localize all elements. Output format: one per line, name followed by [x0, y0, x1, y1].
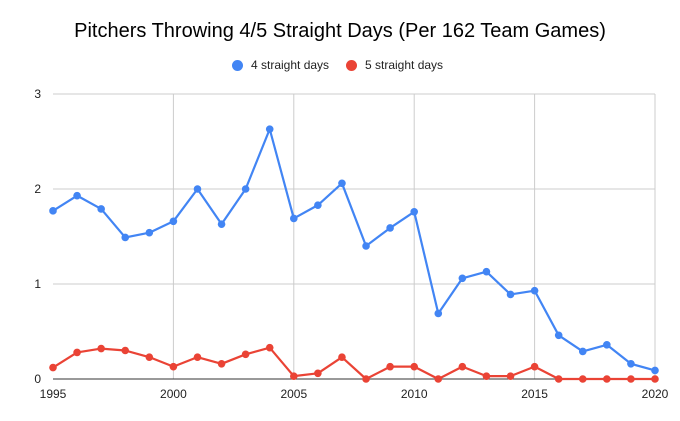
data-point	[97, 344, 105, 353]
data-point	[217, 360, 226, 368]
data-point	[265, 343, 274, 352]
data-point	[193, 185, 202, 193]
data-point	[338, 353, 346, 361]
data-point	[603, 341, 611, 349]
data-point	[482, 372, 491, 380]
data-point	[217, 220, 226, 228]
data-point	[241, 350, 250, 359]
data-point	[169, 217, 178, 226]
series-line-5-straight-days	[52, 346, 655, 381]
data-point	[290, 214, 298, 223]
data-point	[362, 242, 370, 250]
data-point	[121, 233, 130, 242]
x-tick-label: 2015	[521, 387, 548, 401]
data-point	[651, 366, 659, 375]
legend-marker-icon	[346, 59, 357, 71]
x-tick-label: 2020	[642, 387, 669, 401]
data-point	[651, 375, 659, 383]
data-point	[169, 362, 178, 371]
legend-label: 4 straight days	[251, 58, 330, 72]
x-tick-label: 2000	[160, 387, 187, 401]
data-point	[554, 331, 563, 340]
data-point	[338, 179, 346, 188]
data-point	[73, 191, 81, 200]
data-point	[314, 369, 322, 378]
data-point	[386, 224, 394, 232]
data-point	[603, 375, 611, 383]
data-point	[578, 347, 587, 356]
data-point	[193, 353, 202, 361]
x-tick-label: 2010	[401, 387, 428, 401]
data-point	[49, 363, 57, 372]
legend-item-5-straight-days[interactable]: 5 straight days	[346, 58, 443, 72]
data-point	[434, 375, 443, 383]
data-point	[73, 348, 81, 357]
data-point	[290, 372, 298, 380]
data-point	[506, 290, 515, 299]
legend-label: 5 straight days	[365, 58, 444, 72]
data-point	[97, 205, 105, 213]
data-point	[386, 362, 394, 371]
data-point	[482, 267, 491, 276]
data-point	[458, 274, 467, 283]
data-point	[410, 362, 419, 371]
data-point	[145, 228, 154, 237]
legend-item-4-straight-days[interactable]: 4 straight days	[232, 58, 329, 72]
data-point	[410, 208, 419, 216]
data-point	[241, 185, 250, 193]
x-tick-label: 2005	[280, 387, 307, 401]
data-point	[362, 375, 370, 383]
data-point	[530, 362, 539, 371]
series-line-4-straight-days	[52, 128, 656, 372]
y-tick-label: 2	[34, 182, 41, 196]
data-point	[265, 125, 274, 133]
data-point	[530, 286, 539, 295]
data-point	[578, 375, 587, 383]
y-tick-label: 3	[34, 87, 41, 101]
x-tick-label: 1995	[40, 387, 67, 401]
data-point	[554, 375, 563, 383]
data-point	[458, 362, 467, 371]
data-point	[121, 346, 130, 355]
chart-title: Pitchers Throwing 4/5 Straight Days (Per…	[74, 20, 606, 42]
legend-marker-icon	[232, 59, 243, 71]
data-point	[627, 360, 635, 368]
data-point	[145, 353, 154, 361]
data-point	[434, 309, 443, 318]
data-point	[49, 207, 57, 215]
data-point	[314, 201, 322, 209]
y-tick-label: 1	[34, 277, 41, 291]
data-point	[627, 375, 635, 383]
data-point	[506, 372, 515, 380]
y-tick-label: 0	[34, 372, 41, 386]
